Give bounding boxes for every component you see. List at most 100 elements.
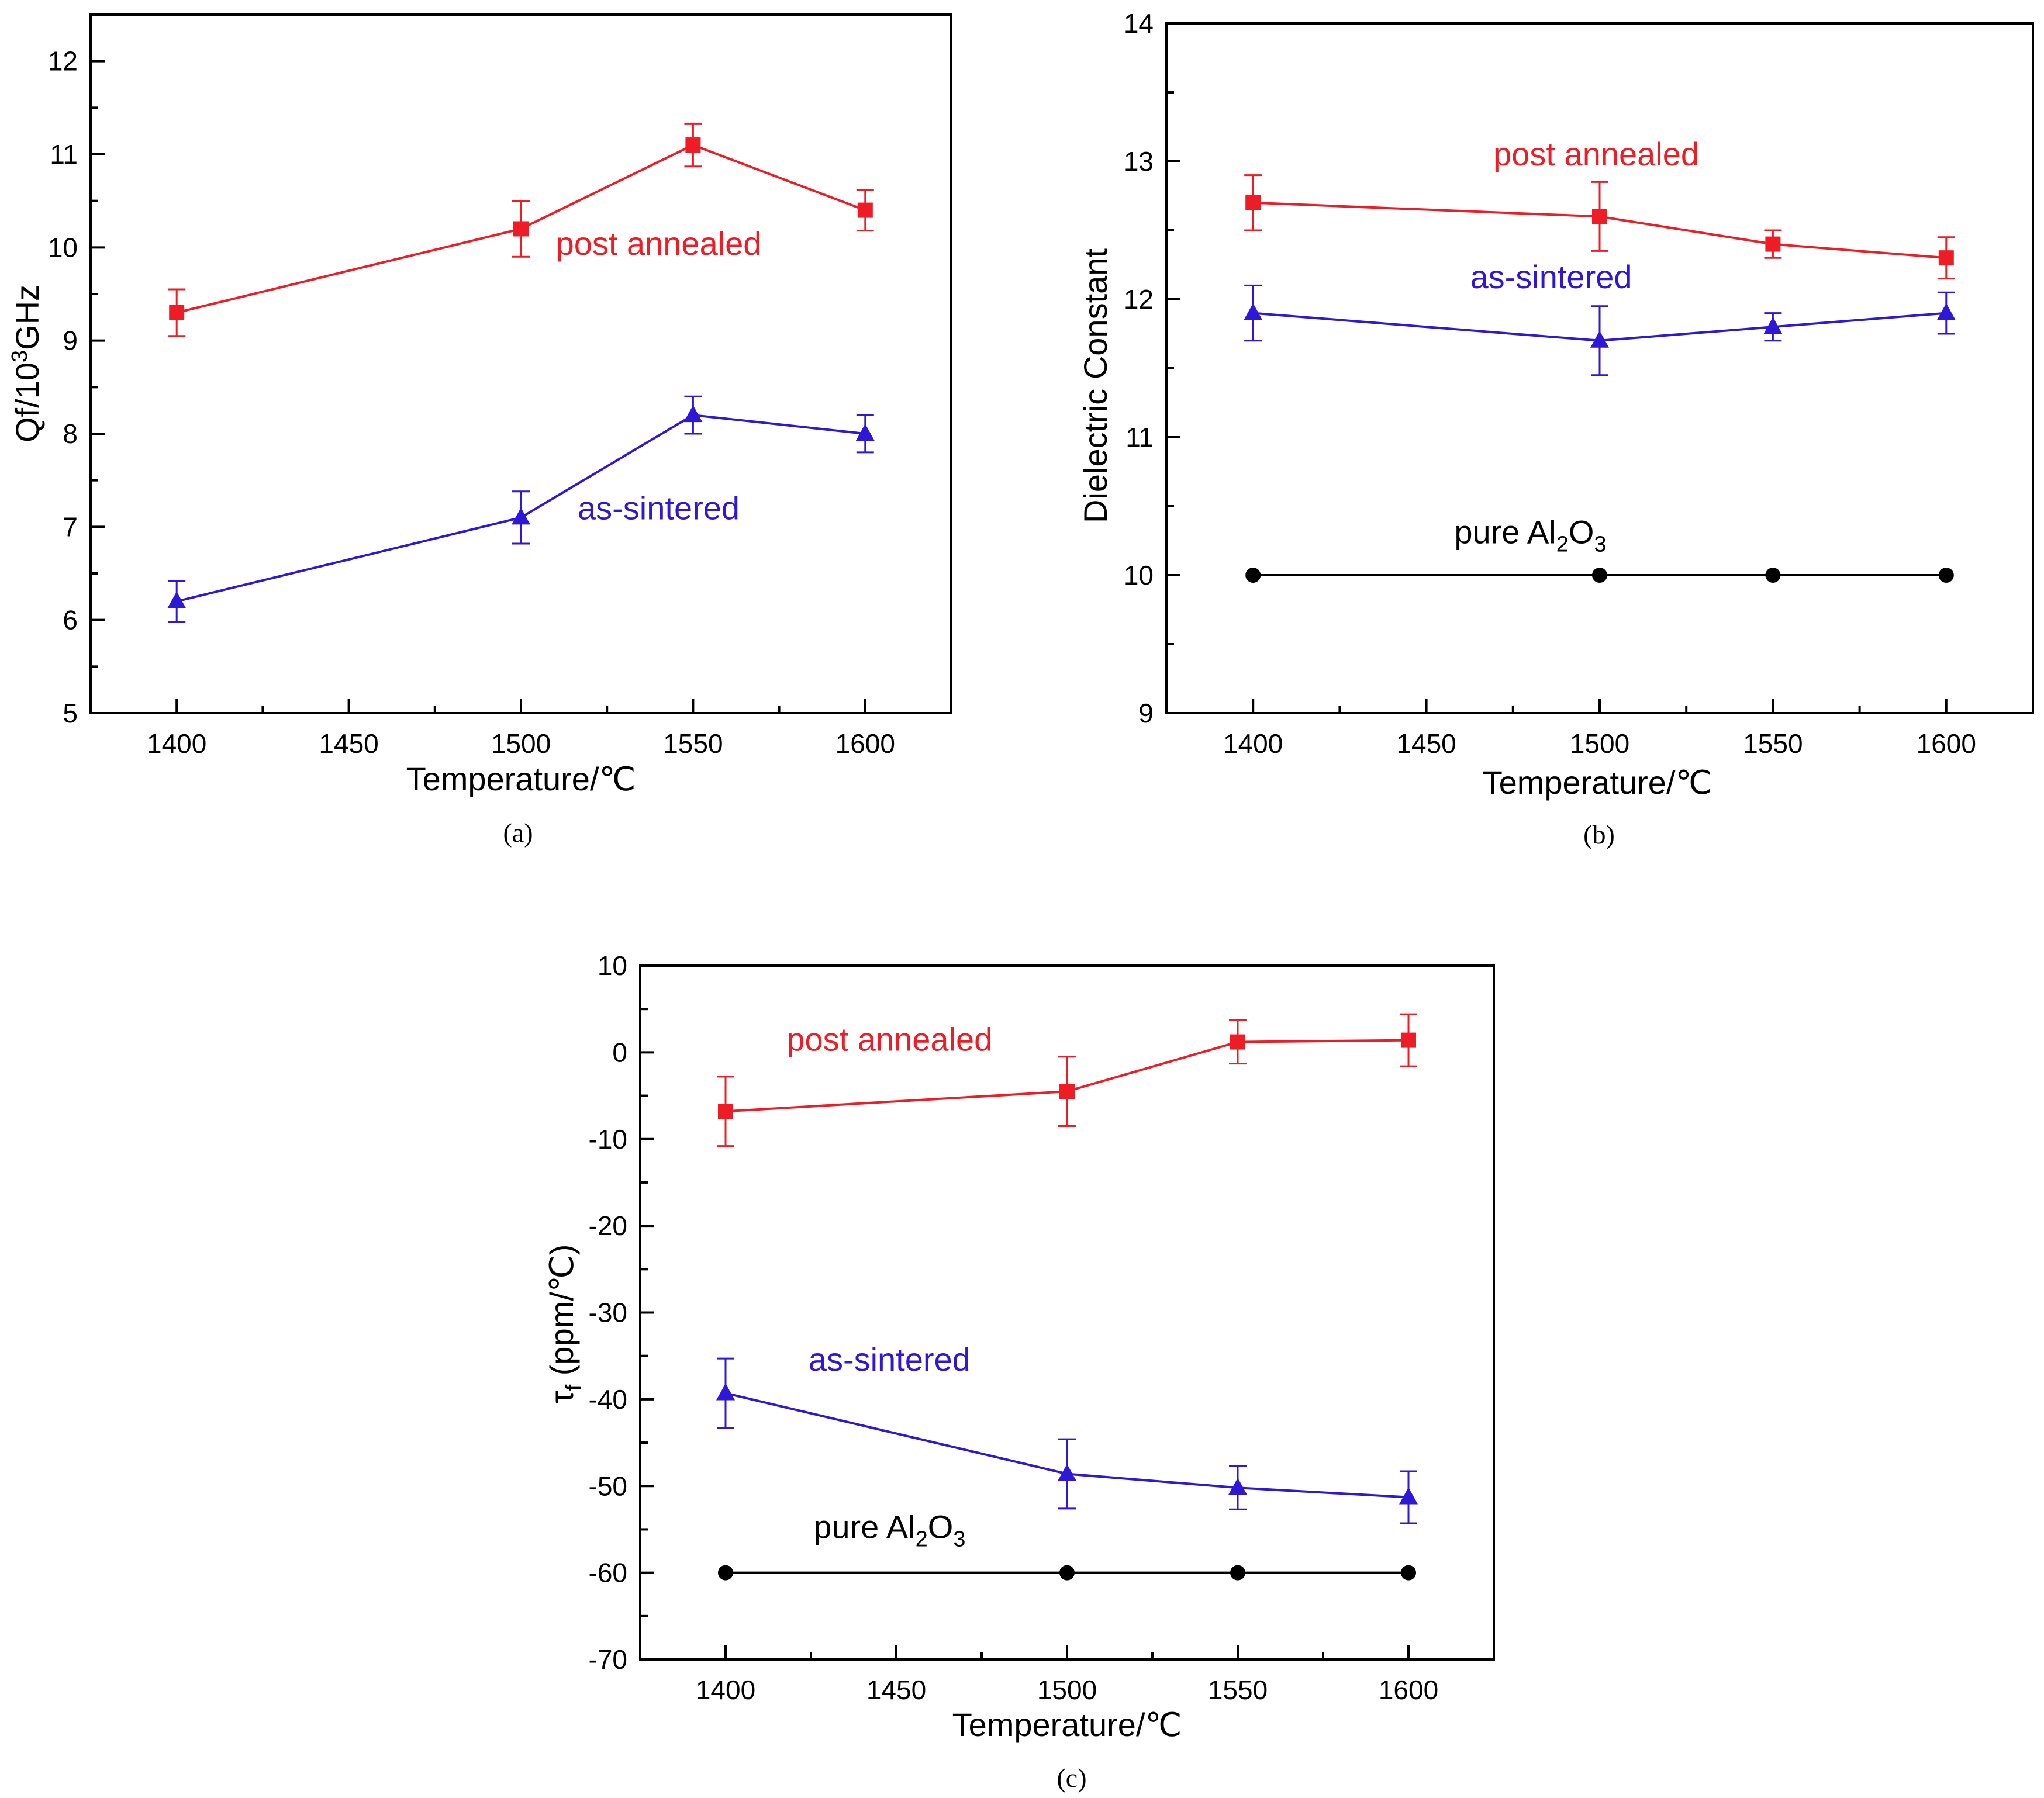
x-tick-label: 1450 xyxy=(866,1675,926,1705)
series-label-pure-al2o3: pure Al2O3 xyxy=(813,1508,965,1551)
series-label-pure-al2o3: pure Al2O3 xyxy=(1454,514,1606,557)
y-tick-label: 10 xyxy=(1124,560,1154,590)
data-point xyxy=(1763,317,1783,334)
series-b: post annealed as-sintered pure Al2O3 xyxy=(1244,136,1956,583)
y-axis-label-a: Qf/103GHz xyxy=(8,285,46,442)
series-label-as-sintered: as-sintered xyxy=(809,1341,971,1378)
y-tick-label: 6 xyxy=(63,605,78,635)
y-tick-label: -50 xyxy=(589,1471,627,1501)
data-point xyxy=(857,202,873,218)
data-point xyxy=(855,424,875,441)
series-line-post-annealed xyxy=(1253,201,1946,260)
series-line-post-annealed xyxy=(176,143,866,314)
series-line-as-sintered xyxy=(725,1392,1409,1499)
x-tick-label: 1600 xyxy=(1379,1675,1438,1705)
axes-a: 1400 1450 1500 1550 1600 5 6 7 8 9 10 11 12 xyxy=(48,46,895,759)
series-line-post-annealed xyxy=(725,1039,1409,1113)
data-point xyxy=(1936,303,1956,320)
series-c: post annealed as-sintered pure Al2O3 xyxy=(716,1013,1418,1581)
data-point xyxy=(1592,568,1607,583)
data-point xyxy=(685,137,701,153)
x-axis-label-b: Temperature/℃ xyxy=(1483,764,1712,801)
y-tick-label: 14 xyxy=(1124,8,1154,39)
data-point xyxy=(513,221,529,237)
y-tick-label: 13 xyxy=(1124,146,1154,177)
data-point xyxy=(718,1104,733,1119)
series-label-as-sintered: as-sintered xyxy=(1470,258,1632,295)
y-axis-label-c: τf (ppm/℃) xyxy=(543,1244,586,1404)
series-a: post annealed as-sintered xyxy=(167,122,875,623)
y-tick-label: 0 xyxy=(612,1037,627,1067)
x-tick-label: 1550 xyxy=(1208,1675,1268,1705)
x-tick-label: 1500 xyxy=(1037,1675,1097,1705)
data-point xyxy=(1058,1464,1076,1481)
data-point xyxy=(1765,236,1781,252)
data-point xyxy=(1230,1565,1245,1581)
series-line-as-sintered xyxy=(176,414,866,603)
y-tick-label: 11 xyxy=(1125,422,1154,452)
y-tick-label: -70 xyxy=(589,1644,627,1675)
x-tick-label: 1500 xyxy=(1570,728,1629,759)
y-tick-label: -30 xyxy=(589,1298,627,1328)
y-tick-label: -40 xyxy=(589,1384,627,1415)
series-label-as-sintered: as-sintered xyxy=(578,490,740,527)
data-point xyxy=(1244,303,1263,320)
y-tick-label: 9 xyxy=(1138,698,1154,728)
caption-a: (a) xyxy=(503,818,533,848)
caption-b: (b) xyxy=(1583,820,1615,849)
data-point xyxy=(1938,250,1954,266)
x-tick-label: 1500 xyxy=(491,728,551,759)
data-point xyxy=(1059,1565,1075,1581)
data-point xyxy=(169,305,185,320)
series-label-post-annealed: post annealed xyxy=(556,225,762,262)
data-point xyxy=(683,405,703,423)
axes-b: 1400 1450 1500 1550 1600 9 10 11 12 13 14 xyxy=(1124,8,1976,759)
y-tick-label: 11 xyxy=(50,139,78,170)
chart-c: 1400 1450 1500 1550 1600 -70 -60 -50 -40 -30 -20 -1… xyxy=(543,950,1495,1793)
y-tick-label: 10 xyxy=(598,950,627,981)
data-point xyxy=(1230,1034,1245,1050)
y-tick-label: 12 xyxy=(48,46,78,77)
x-tick-label: 1400 xyxy=(696,1675,755,1705)
x-tick-label: 1400 xyxy=(1223,728,1283,759)
axes-c: 1400 1450 1500 1550 1600 -70 -60 -50 -40 -30 -20 -1… xyxy=(589,950,1439,1705)
x-tick-label: 1550 xyxy=(663,728,723,759)
y-tick-label: 5 xyxy=(63,698,78,728)
y-axis-label-b: Dielectric Constant xyxy=(1077,248,1114,523)
series-line-as-sintered xyxy=(1253,312,1946,342)
y-tick-label: 10 xyxy=(48,232,78,262)
chart-b: 1400 1450 1500 1550 1600 9 10 11 12 13 14 post ann… xyxy=(1077,8,2034,849)
x-tick-label: 1450 xyxy=(1396,728,1456,759)
x-axis-label-c: Temperature/℃ xyxy=(952,1706,1182,1743)
y-tick-label: 7 xyxy=(63,511,78,542)
y-tick-label: -10 xyxy=(589,1124,627,1154)
data-point xyxy=(167,591,187,608)
data-point xyxy=(1399,1487,1418,1505)
caption-c: (c) xyxy=(1056,1763,1086,1793)
x-axis-label-a: Temperature/℃ xyxy=(406,760,636,797)
chart-a: 1400 1450 1500 1550 1600 5 6 7 8 9 10 11 12 post ann… xyxy=(8,13,952,848)
data-point xyxy=(512,507,530,525)
data-point xyxy=(1401,1565,1416,1581)
x-tick-label: 1550 xyxy=(1743,728,1803,759)
data-point xyxy=(1245,195,1261,210)
series-label-post-annealed: post annealed xyxy=(1493,136,1699,172)
x-tick-label: 1600 xyxy=(835,728,895,759)
y-tick-label: 9 xyxy=(63,326,78,356)
y-tick-label: -20 xyxy=(589,1211,627,1241)
data-point xyxy=(1228,1478,1247,1495)
x-tick-label: 1450 xyxy=(319,728,378,759)
data-point xyxy=(716,1383,735,1401)
data-point xyxy=(718,1565,733,1581)
data-point xyxy=(1590,330,1609,348)
y-tick-label: -60 xyxy=(589,1558,627,1588)
data-point xyxy=(1059,1084,1075,1099)
y-tick-label: 8 xyxy=(63,419,78,449)
x-tick-label: 1400 xyxy=(147,728,206,759)
data-point xyxy=(1245,568,1261,583)
series-label-post-annealed: post annealed xyxy=(786,1021,992,1057)
data-point xyxy=(1401,1032,1416,1048)
data-point xyxy=(1765,568,1781,583)
y-tick-label: 12 xyxy=(1124,284,1154,314)
